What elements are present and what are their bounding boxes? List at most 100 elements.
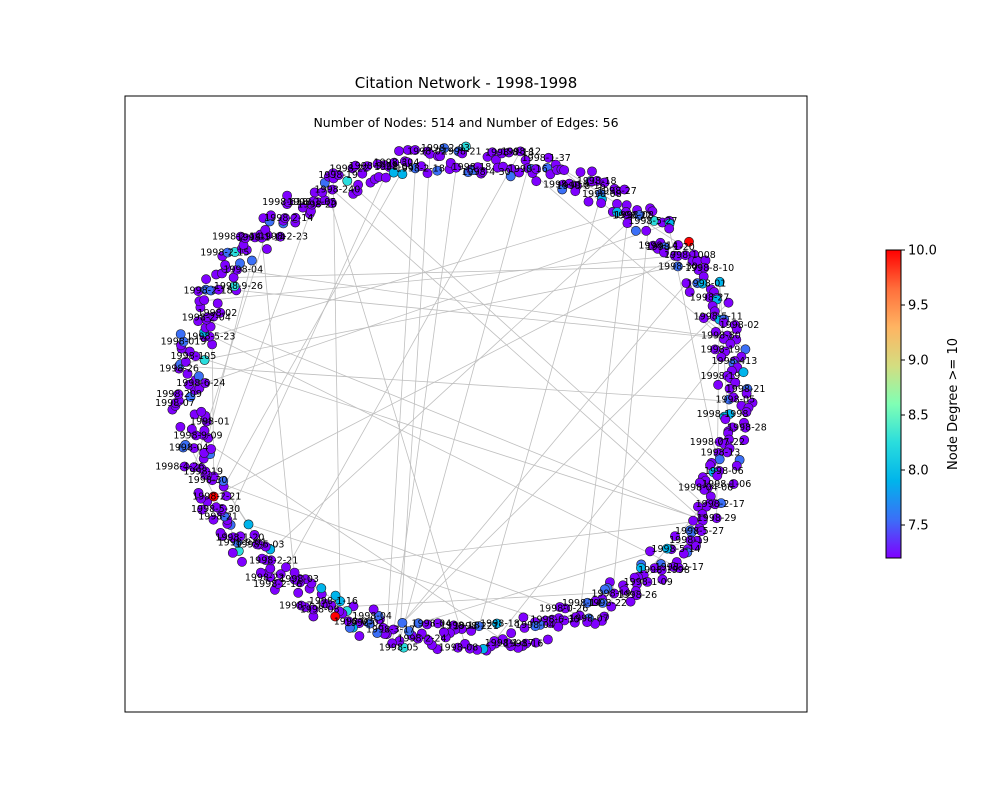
node-label: 1998-12 xyxy=(501,146,541,157)
node-label: 1998-1998 xyxy=(638,565,690,576)
node-label: 1998-0-26 xyxy=(539,603,588,614)
node-label: 1998-1-16 xyxy=(309,596,358,607)
network-edge xyxy=(391,167,457,644)
network-edge xyxy=(324,182,466,645)
network-node xyxy=(712,470,723,481)
network-node xyxy=(519,623,530,633)
network-node xyxy=(199,425,210,436)
network-node xyxy=(569,617,580,628)
network-node xyxy=(435,151,445,161)
network-node xyxy=(282,190,292,201)
network-node xyxy=(410,145,420,155)
node-label: 1998-04 xyxy=(352,611,392,622)
network-node xyxy=(175,329,186,339)
network-node xyxy=(725,338,736,349)
network-node xyxy=(530,621,541,632)
node-label: 1998-1-17 xyxy=(485,638,534,649)
network-node xyxy=(641,225,652,236)
network-node xyxy=(477,166,488,177)
network-edge xyxy=(399,167,529,642)
network-node xyxy=(402,157,413,168)
node-label: 1998-21 xyxy=(442,146,482,157)
network-node xyxy=(647,206,658,217)
node-label: 1998-2-21 xyxy=(192,492,241,503)
node-label: 1998-5-27 xyxy=(628,216,677,227)
node-label: 1998-2-18 xyxy=(184,286,233,297)
network-node xyxy=(255,567,266,578)
node-label: 1998-04 xyxy=(515,620,555,631)
network-node xyxy=(317,187,328,198)
network-node xyxy=(316,583,327,594)
edge-layer xyxy=(179,151,753,647)
node-label: 1998-19 xyxy=(669,535,709,546)
network-node xyxy=(212,298,223,309)
network-edge xyxy=(610,208,651,607)
network-node xyxy=(280,213,290,223)
node-label: 1998-16 xyxy=(508,164,548,175)
node-label: 1998-413 xyxy=(712,356,758,367)
node-label: 1998-3-17 xyxy=(366,625,415,636)
node-label: 1998-1008 xyxy=(664,250,716,261)
node-label: 1998-209 xyxy=(156,389,202,400)
node-label: 1998-08 xyxy=(614,210,654,221)
network-node xyxy=(688,515,698,526)
network-node xyxy=(423,635,434,646)
network-node xyxy=(185,391,196,402)
network-node xyxy=(327,184,338,195)
network-node xyxy=(506,628,517,638)
colorbar-tick-label: 8.0 xyxy=(908,464,929,479)
network-node xyxy=(368,604,379,615)
network-edge xyxy=(493,343,731,642)
colorbar-tick-label: 10.0 xyxy=(908,244,937,259)
plot-frame xyxy=(124,95,808,713)
node-label: 1998-01 xyxy=(687,279,727,290)
node-label: 1998-240 xyxy=(315,185,361,196)
network-node xyxy=(741,407,752,417)
node-label: 1998-8-18 xyxy=(485,148,534,159)
network-node xyxy=(713,379,723,390)
network-node xyxy=(175,421,186,432)
node-label: 1998-5-30 xyxy=(191,504,240,515)
node-label: 1998-5-03 xyxy=(235,540,284,551)
network-node xyxy=(691,541,701,551)
network-node xyxy=(662,543,673,554)
node-label: 1998-9-21 xyxy=(349,161,398,172)
network-node xyxy=(330,611,341,622)
network-edge xyxy=(180,266,678,365)
network-node xyxy=(257,553,267,564)
network-edge xyxy=(353,590,636,607)
node-label: 1998-1-14 xyxy=(237,232,286,243)
network-node xyxy=(599,177,610,188)
network-node xyxy=(343,616,354,627)
network-node xyxy=(716,352,727,363)
network-node xyxy=(668,562,679,572)
node-label: 1998-019 xyxy=(161,337,207,348)
network-node xyxy=(275,231,286,242)
network-node xyxy=(180,356,191,367)
network-node xyxy=(438,627,449,638)
network-edge xyxy=(233,266,678,278)
network-node xyxy=(673,261,683,272)
network-edge xyxy=(206,319,703,521)
node-label: 1998-6-24 xyxy=(176,378,225,389)
network-node xyxy=(389,157,400,168)
network-node xyxy=(240,233,251,243)
network-node xyxy=(625,596,636,607)
network-node xyxy=(684,287,695,297)
network-node xyxy=(199,295,210,305)
network-node xyxy=(740,422,751,433)
network-node xyxy=(582,597,593,608)
network-node xyxy=(397,169,408,179)
network-node xyxy=(559,165,570,175)
node-label: 1998-1-05 xyxy=(287,197,336,208)
network-node xyxy=(211,502,221,513)
network-node xyxy=(293,587,304,598)
network-node xyxy=(634,210,645,220)
network-edge xyxy=(213,213,311,477)
node-label: 1998-1-37 xyxy=(522,153,571,164)
network-node xyxy=(193,371,204,382)
node-label: 1998-4-26 xyxy=(155,462,204,473)
network-node xyxy=(422,168,433,179)
node-label: 1998-2-16 xyxy=(253,579,302,590)
node-label: 1998-30 xyxy=(188,475,228,486)
